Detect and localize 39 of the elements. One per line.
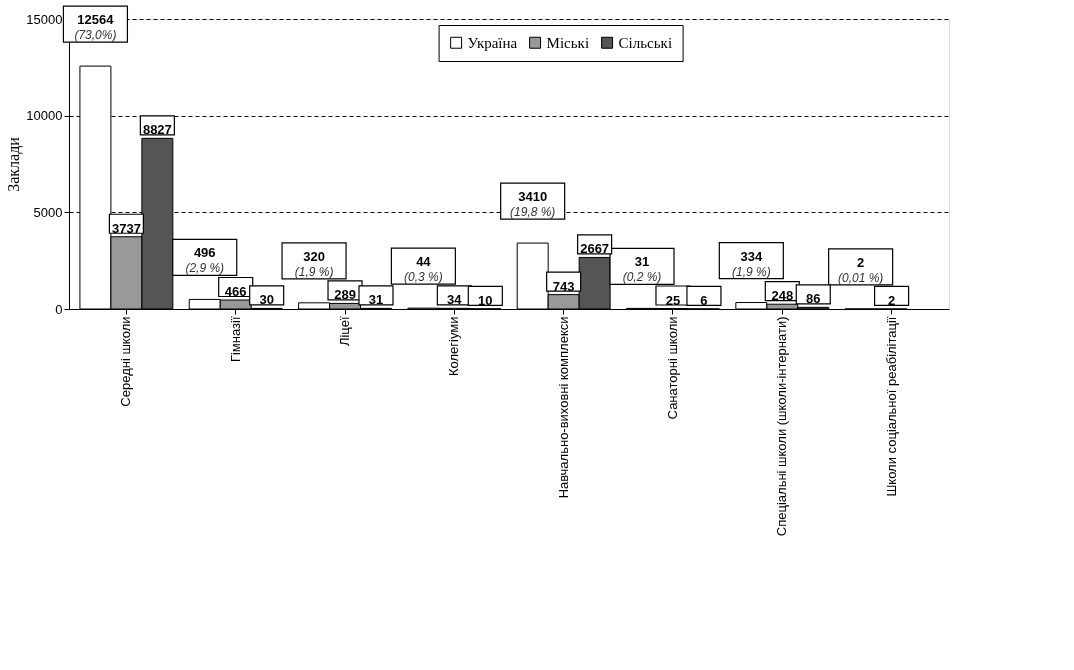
x-tick-label: Середні школи — [118, 316, 134, 407]
data-label: 8827 — [142, 122, 172, 138]
data-label: 2 — [887, 292, 896, 308]
data-label: 86 — [806, 291, 821, 307]
text: 3410 (19,8 %) — [510, 189, 556, 220]
data-label: 30 — [259, 292, 274, 308]
x-tick-label: Колегіуми — [446, 316, 462, 377]
legend-label: Міські — [546, 34, 590, 51]
data-label: 25 — [665, 292, 681, 308]
data-label: 743 — [552, 278, 575, 294]
data-label: 6 — [700, 292, 708, 308]
y-axis-title: Заклади — [5, 136, 24, 192]
y-tick-label: 5000 — [33, 204, 63, 220]
text: 12564 (73,0%) — [74, 12, 117, 43]
x-tick-label: Спеціальні школи (школи-інтернати) — [774, 316, 790, 537]
text: 334 (1,9 %) — [731, 248, 771, 279]
x-tick-label: Школи соціальної реабілітації — [883, 316, 899, 497]
text: 31 (0,2 %) — [622, 254, 662, 285]
data-label: 10 — [478, 292, 493, 308]
x-tick-label: Навчально-виховні комплекси — [555, 316, 571, 499]
data-label: 3737 — [111, 220, 141, 236]
x-tick-label: Гімназії — [227, 316, 243, 363]
y-tick-label: 0 — [55, 301, 63, 317]
data-label: 466 — [224, 283, 247, 299]
text: 320 (1,9 %) — [294, 248, 334, 279]
text: 2 (0,01 %) — [837, 254, 884, 285]
data-label: 34 — [447, 292, 463, 308]
data-label: 31 — [368, 292, 384, 308]
y-tick-label: 10000 — [26, 108, 63, 124]
legend-label: Сільські — [618, 34, 673, 51]
data-label: 2667 — [580, 241, 610, 257]
data-label: 248 — [771, 288, 794, 304]
x-tick-label: Санаторні школи — [664, 316, 680, 420]
legend-label: Україна — [467, 34, 518, 51]
text: 496 (2,9 %) — [185, 245, 225, 276]
data-label: 289 — [334, 287, 356, 303]
x-tick-label: Ліцеї — [337, 316, 353, 347]
text: 44 (0,3 %) — [404, 254, 443, 285]
y-tick-label: 15000 — [26, 11, 63, 27]
